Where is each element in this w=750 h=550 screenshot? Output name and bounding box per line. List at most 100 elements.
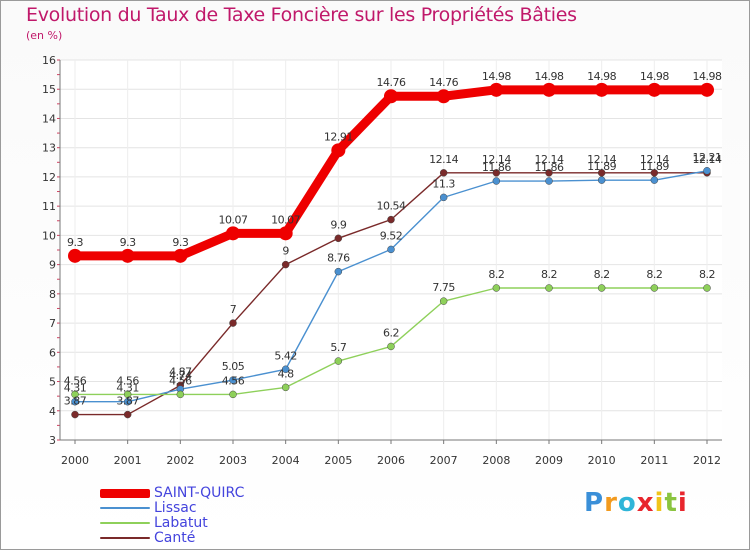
data-label: 8.2 — [594, 268, 610, 281]
data-point — [123, 410, 132, 419]
data-point — [229, 319, 237, 327]
y-tick-label: 13 — [42, 142, 56, 155]
data-label: 8.2 — [646, 268, 662, 281]
legend-item: Lissac — [100, 501, 197, 515]
data-label: 10.07 — [219, 213, 248, 226]
data-label: 9.52 — [380, 229, 403, 242]
legend-label: Labatut — [154, 515, 208, 531]
data-label: 9.3 — [120, 236, 136, 249]
data-point — [387, 245, 395, 254]
chart-subtitle: (en %) — [26, 29, 63, 42]
data-label: 8.76 — [327, 252, 350, 265]
x-tick-label: 2003 — [219, 454, 247, 467]
data-label: 4.56 — [64, 374, 87, 387]
data-label: 4.31 — [116, 382, 139, 395]
data-label: 11.89 — [640, 160, 669, 173]
data-label: 10.07 — [271, 213, 300, 226]
data-label: 3.87 — [64, 395, 87, 408]
data-point — [71, 397, 79, 406]
data-point — [439, 169, 448, 177]
data-point — [700, 82, 714, 97]
legend-item: SAINT-QUIRC — [100, 486, 244, 500]
logo-letter: P — [584, 488, 605, 518]
legend-item: Canté — [100, 531, 195, 545]
data-point — [650, 284, 659, 292]
data-point — [226, 226, 240, 241]
data-point — [278, 226, 293, 241]
data-label: 12.21 — [693, 151, 722, 164]
data-point — [492, 177, 501, 185]
data-point — [229, 390, 237, 399]
y-tick-label: 5 — [49, 376, 56, 389]
data-point — [281, 260, 290, 269]
data-point — [176, 390, 185, 399]
data-label: 6.2 — [383, 326, 399, 339]
chart-title: Evolution du Taux de Taxe Foncière sur l… — [26, 4, 577, 26]
data-point — [120, 248, 135, 263]
data-label: 14.98 — [693, 70, 722, 83]
data-label: 8.2 — [541, 268, 557, 281]
y-tick-label: 11 — [42, 200, 56, 213]
data-point — [123, 390, 132, 399]
x-tick-label: 2000 — [61, 454, 89, 467]
x-tick-label: 2010 — [588, 454, 616, 467]
data-label: 5.42 — [274, 349, 297, 362]
data-point — [229, 376, 237, 384]
data-label: 11.86 — [482, 161, 511, 174]
data-label: 4.56 — [222, 374, 245, 387]
y-tick-label: 15 — [42, 83, 56, 96]
data-point — [71, 410, 79, 419]
data-point — [489, 82, 504, 97]
y-tick-label: 14 — [42, 112, 56, 125]
data-point — [703, 167, 711, 175]
data-label: 11.86 — [535, 161, 564, 174]
data-point — [439, 297, 448, 305]
data-label: 4.74 — [169, 369, 192, 382]
x-tick-label: 2006 — [377, 454, 405, 467]
data-point — [384, 89, 398, 104]
data-label: 14.76 — [429, 76, 458, 89]
data-label: 9.9 — [330, 218, 346, 231]
data-label: 3.87 — [116, 395, 139, 408]
y-tick-label: 12 — [42, 171, 56, 184]
data-point — [597, 169, 606, 177]
data-point — [123, 397, 132, 406]
x-tick-label: 2002 — [166, 454, 194, 467]
data-point — [703, 284, 711, 292]
data-point — [492, 169, 501, 177]
legend-item: Labatut — [100, 516, 208, 530]
data-point — [439, 193, 448, 202]
logo-letter: i — [677, 488, 688, 518]
data-point — [597, 176, 606, 184]
data-point — [650, 176, 659, 184]
data-label: 12.14 — [429, 153, 458, 166]
data-point — [594, 82, 609, 97]
data-point — [492, 284, 501, 292]
data-point — [281, 383, 290, 392]
data-point — [387, 215, 395, 224]
y-tick-label: 8 — [49, 288, 56, 301]
data-label: 14.76 — [377, 76, 406, 89]
logo-letter: x — [636, 488, 655, 518]
data-point — [71, 390, 79, 399]
legend-swatch — [100, 522, 150, 524]
y-tick-label: 3 — [49, 434, 56, 447]
data-point — [647, 82, 662, 97]
x-tick-label: 2001 — [114, 454, 142, 467]
data-label: 4.31 — [64, 382, 87, 395]
x-tick-label: 2008 — [482, 454, 510, 467]
data-point — [597, 284, 606, 292]
data-label: 14.98 — [535, 70, 564, 83]
data-point — [650, 169, 659, 177]
data-label: 4.8 — [278, 367, 294, 380]
data-label: 12.14 — [693, 153, 722, 166]
data-point — [387, 342, 395, 351]
logo-letter: r — [604, 488, 618, 518]
data-label: 4.87 — [169, 365, 192, 378]
data-label: 10.54 — [377, 200, 406, 213]
data-point — [334, 234, 343, 243]
data-label: 9.3 — [67, 236, 83, 249]
data-label: 8.2 — [699, 268, 715, 281]
data-point — [334, 357, 343, 365]
